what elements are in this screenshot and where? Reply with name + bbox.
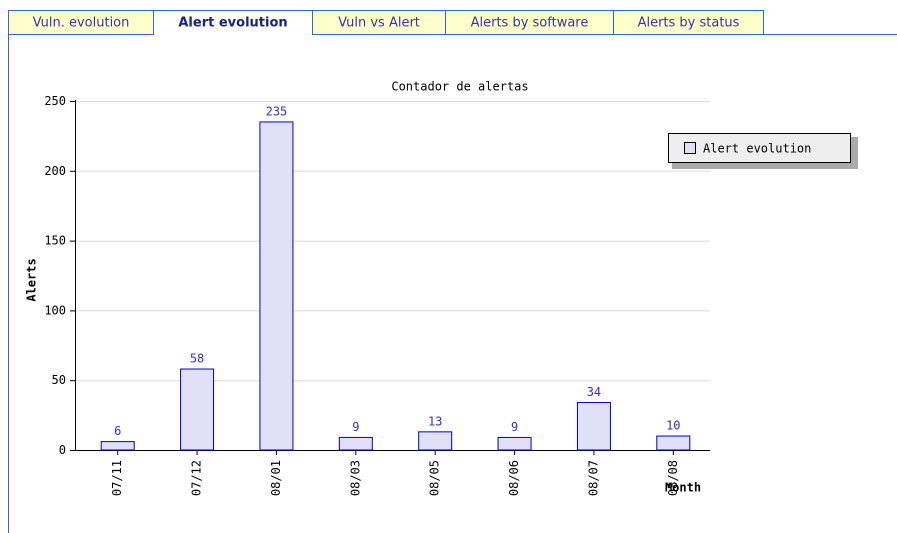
y-tick-label: 150	[44, 234, 66, 248]
tab-label[interactable]: Alerts by status	[638, 16, 740, 31]
x-axis-label: Month	[665, 481, 701, 495]
legend-label: Alert evolution	[703, 142, 811, 156]
bar	[180, 368, 215, 451]
tab[interactable]	[312, 10, 446, 35]
legend-swatch	[684, 142, 696, 154]
value-label: 6	[114, 424, 121, 438]
x-tick-label: 07/11	[110, 460, 124, 496]
chart-title: Contador de alertas	[391, 80, 528, 94]
bar	[259, 121, 294, 451]
tab[interactable]	[613, 10, 764, 35]
bar	[100, 441, 135, 451]
y-tick-label: 0	[59, 443, 66, 457]
value-label: 9	[511, 420, 518, 434]
value-label: 9	[352, 420, 359, 434]
tab-label[interactable]: Vuln vs Alert	[338, 16, 420, 31]
value-label: 58	[190, 352, 204, 366]
tab-label[interactable]: Alerts by software	[471, 16, 589, 31]
legend-box	[668, 133, 851, 163]
bar	[576, 402, 611, 451]
y-tick-label: 100	[44, 303, 66, 317]
y-tick-label: 50	[52, 373, 66, 387]
tab-label[interactable]: Alert evolution	[178, 16, 287, 31]
value-label: 13	[428, 414, 442, 428]
x-tick-label: 08/03	[348, 460, 362, 496]
value-label: 34	[587, 385, 601, 399]
y-tick-label: 250	[44, 94, 66, 108]
bar	[656, 435, 691, 451]
x-tick-label: 08/06	[507, 460, 521, 496]
x-tick-label: 07/12	[190, 460, 204, 496]
bar	[338, 436, 373, 451]
x-tick-label: 08/07	[586, 460, 600, 496]
value-label: 10	[666, 419, 680, 433]
y-tick-label: 200	[44, 164, 66, 178]
x-tick-label: 08/08	[666, 460, 680, 496]
y-axis-label: Alerts	[25, 258, 39, 301]
x-tick-label: 08/01	[269, 460, 283, 496]
x-tick-label: 08/05	[428, 460, 442, 496]
value-label: 235	[266, 104, 288, 118]
bar	[418, 431, 453, 451]
tab-label[interactable]: Vuln. evolution	[33, 16, 130, 31]
bar	[497, 436, 532, 451]
